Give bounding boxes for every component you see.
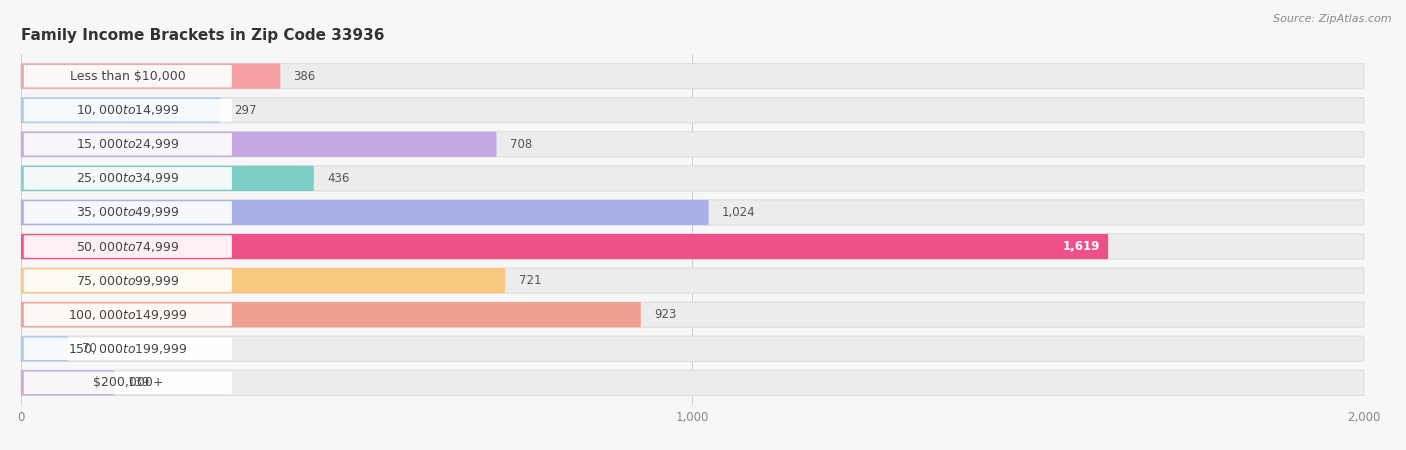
FancyBboxPatch shape — [24, 372, 232, 394]
Text: 297: 297 — [233, 104, 256, 117]
Text: $75,000 to $99,999: $75,000 to $99,999 — [76, 274, 180, 288]
Text: 708: 708 — [510, 138, 531, 151]
Text: Family Income Brackets in Zip Code 33936: Family Income Brackets in Zip Code 33936 — [21, 28, 385, 43]
FancyBboxPatch shape — [21, 200, 1364, 225]
FancyBboxPatch shape — [21, 200, 709, 225]
Text: 139: 139 — [128, 376, 150, 389]
FancyBboxPatch shape — [24, 338, 232, 360]
FancyBboxPatch shape — [21, 234, 1108, 259]
Text: 721: 721 — [519, 274, 541, 287]
FancyBboxPatch shape — [24, 235, 232, 258]
FancyBboxPatch shape — [21, 302, 1364, 327]
Text: $25,000 to $34,999: $25,000 to $34,999 — [76, 171, 180, 185]
FancyBboxPatch shape — [21, 166, 1364, 191]
Text: $35,000 to $49,999: $35,000 to $49,999 — [76, 206, 180, 220]
FancyBboxPatch shape — [21, 63, 1364, 89]
Text: $10,000 to $14,999: $10,000 to $14,999 — [76, 103, 180, 117]
FancyBboxPatch shape — [24, 167, 232, 189]
Text: $15,000 to $24,999: $15,000 to $24,999 — [76, 137, 180, 151]
FancyBboxPatch shape — [24, 270, 232, 292]
FancyBboxPatch shape — [21, 268, 505, 293]
FancyBboxPatch shape — [21, 370, 114, 396]
FancyBboxPatch shape — [21, 302, 641, 327]
FancyBboxPatch shape — [21, 132, 496, 157]
Text: $100,000 to $149,999: $100,000 to $149,999 — [67, 308, 187, 322]
FancyBboxPatch shape — [21, 98, 221, 123]
Text: $200,000+: $200,000+ — [93, 376, 163, 389]
FancyBboxPatch shape — [24, 303, 232, 326]
FancyBboxPatch shape — [21, 234, 1364, 259]
FancyBboxPatch shape — [24, 133, 232, 156]
Text: 70: 70 — [82, 342, 97, 355]
Text: Source: ZipAtlas.com: Source: ZipAtlas.com — [1274, 14, 1392, 23]
FancyBboxPatch shape — [24, 201, 232, 224]
Text: 923: 923 — [654, 308, 676, 321]
FancyBboxPatch shape — [21, 336, 1364, 361]
Text: 1,619: 1,619 — [1063, 240, 1099, 253]
Text: $50,000 to $74,999: $50,000 to $74,999 — [76, 239, 180, 253]
FancyBboxPatch shape — [21, 132, 1364, 157]
Text: $150,000 to $199,999: $150,000 to $199,999 — [67, 342, 187, 356]
FancyBboxPatch shape — [21, 370, 1364, 396]
Text: Less than $10,000: Less than $10,000 — [70, 70, 186, 83]
FancyBboxPatch shape — [21, 98, 1364, 123]
FancyBboxPatch shape — [21, 166, 314, 191]
FancyBboxPatch shape — [21, 268, 1364, 293]
FancyBboxPatch shape — [24, 65, 232, 87]
Text: 386: 386 — [294, 70, 316, 83]
Text: 1,024: 1,024 — [723, 206, 755, 219]
Text: 436: 436 — [328, 172, 350, 185]
FancyBboxPatch shape — [24, 99, 232, 122]
FancyBboxPatch shape — [21, 63, 280, 89]
FancyBboxPatch shape — [21, 336, 67, 361]
FancyBboxPatch shape — [1054, 237, 1108, 256]
